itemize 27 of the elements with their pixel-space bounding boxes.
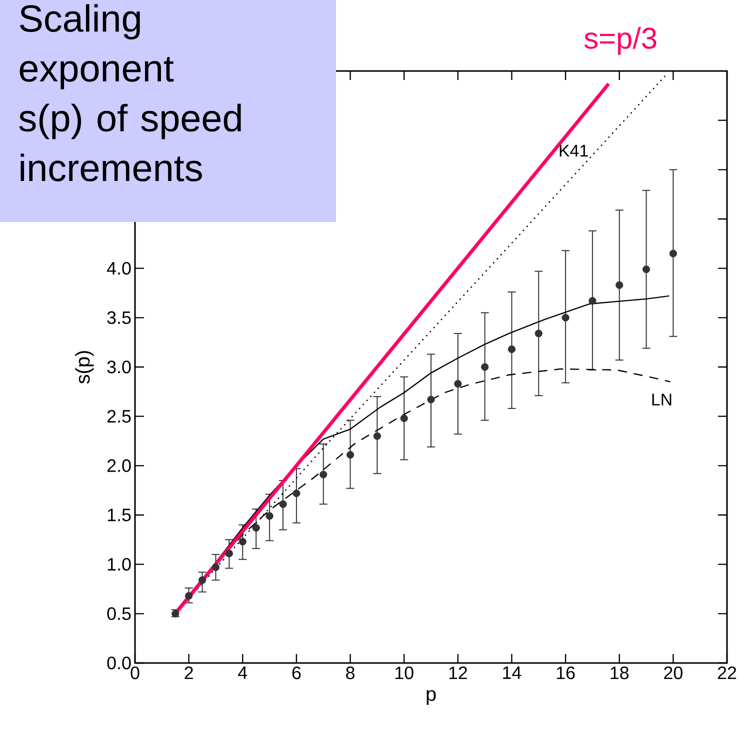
x-tick-label: 0 [130,666,140,680]
y-tick-label: 1.5 [108,508,131,522]
y-tick-label: 2.5 [107,410,131,423]
y-tick-label: 4.0 [106,262,131,275]
x-tick-label: 6 [292,666,301,680]
y-tick-label: 0.5 [107,607,131,620]
y-tick-label: 2.0 [107,459,131,472]
x-tick-label: 8 [346,666,354,680]
y-tick-label: 3.5 [107,311,131,324]
y-tick-label: 0.0 [107,656,131,670]
x-tick-label: 18 [610,666,629,680]
x-tick-label: 10 [395,666,414,680]
x-tick-label: 20 [664,666,682,680]
series-label: K41 [560,144,588,157]
x-tick-label: 16 [556,666,575,680]
x-tick-label: 14 [503,666,522,679]
x-tick-label: 4 [238,666,248,679]
series-label: LN [652,394,672,406]
y-axis-title: s(p) [75,351,94,384]
x-tick-label: 2 [184,666,193,680]
y-tick-label: 1.0 [108,558,131,571]
x-axis-title: p [426,690,436,705]
series-label: s=p/3 [584,26,656,55]
x-tick-label: 12 [449,666,467,680]
x-tick-label: 22 [718,666,736,680]
chart-title: Scaling exponent s(p) of speed increments [19,4,241,182]
y-tick-label: 3.0 [107,360,131,374]
